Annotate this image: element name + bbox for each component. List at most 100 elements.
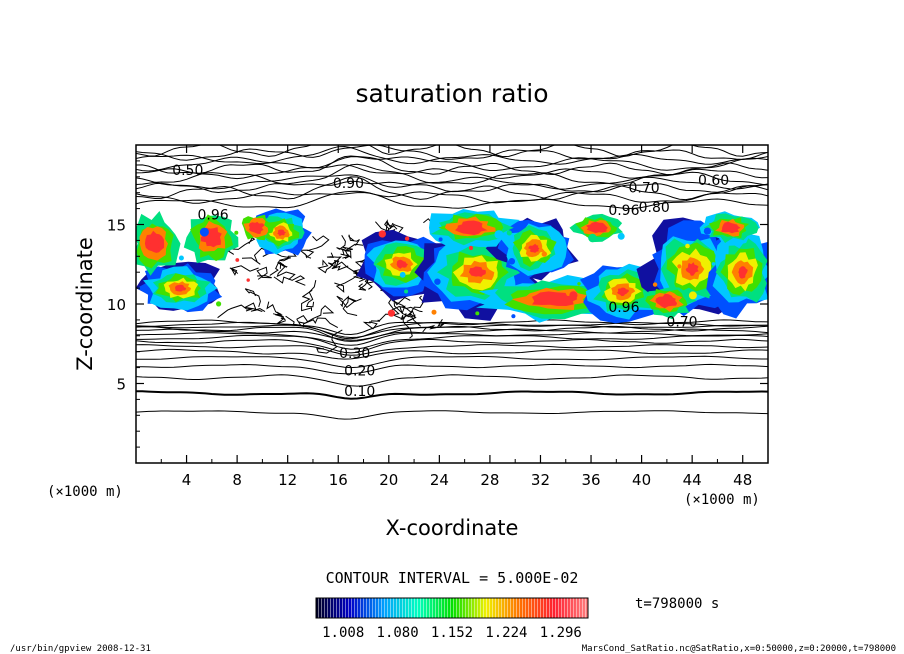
contour-line (243, 302, 266, 313)
contour-line (422, 318, 445, 333)
saturation-speck (703, 227, 712, 235)
saturation-speck (434, 278, 441, 285)
contour-line (136, 363, 768, 375)
contour-line (316, 329, 343, 354)
footer-right: MarsCond_SatRatio.nc@SatRatio,x=0:50000,… (582, 644, 896, 654)
contour-line (136, 374, 768, 387)
y-tick-label: 15 (107, 217, 126, 235)
x-tick-label: 44 (683, 471, 702, 489)
x-tick-label: 36 (581, 471, 600, 489)
saturation-patch (462, 224, 479, 232)
x-tick-label: 16 (329, 471, 348, 489)
x-tick-label: 32 (531, 471, 550, 489)
x-tick-label: 20 (379, 471, 398, 489)
contour-line (136, 156, 768, 172)
saturation-speck (508, 258, 516, 265)
contour-lines (136, 145, 768, 420)
saturation-speck (588, 233, 597, 243)
contour-line (136, 332, 768, 346)
contour-line (136, 338, 768, 354)
x-axis: 4 8 12 16 20 24 28 32 36 40 44 48 (160, 145, 752, 489)
saturation-speck (569, 291, 578, 300)
contour-line (317, 259, 336, 274)
contour-line (136, 155, 768, 176)
contour-line (299, 249, 315, 259)
contour-line (229, 265, 259, 276)
x-tick-label: 12 (278, 471, 297, 489)
contour-line (336, 235, 364, 252)
contour-line (244, 288, 261, 308)
saturation-patch (540, 295, 564, 304)
contour-line (136, 174, 768, 190)
saturation-speck (438, 237, 443, 242)
saturation-patch (396, 259, 408, 269)
x-tick-label: 40 (632, 471, 651, 489)
contour-line (273, 275, 306, 286)
contour-interval: CONTOUR INTERVAL = 5.000E-02 (326, 569, 579, 587)
saturation-speck (178, 255, 184, 261)
contour-label: 0.30 (339, 346, 370, 362)
saturation-speck (506, 238, 510, 243)
saturation-speck (475, 311, 480, 316)
contour-line (305, 279, 317, 308)
contour-label: 0.96 (608, 300, 639, 316)
contour-labels: 0.10 0.20 0.30 0.50 0.60 0.70 0.70 0.80 0.90 0.96… (172, 163, 729, 400)
colorbar-tick-label: 1.296 (540, 625, 582, 641)
time-label: t=798000 s (635, 596, 719, 612)
saturation-speck (235, 258, 240, 262)
contour-line (352, 269, 364, 280)
saturation-speck (617, 232, 625, 240)
contour-line (307, 235, 330, 252)
contour-label: 0.80 (639, 200, 670, 216)
y-axis-label: Z-coordinate (73, 237, 97, 371)
colorbar-tick-label: 1.008 (322, 625, 364, 641)
colorbar-frame (315, 597, 589, 619)
contour-line (301, 289, 313, 312)
saturation-speck (199, 227, 209, 237)
saturation-speck (677, 264, 682, 269)
contour-line (136, 145, 768, 165)
contour-line (256, 266, 272, 280)
contour-label: 0.70 (666, 314, 697, 330)
saturation-patch (593, 225, 603, 230)
x-axis-label: X-coordinate (386, 516, 519, 540)
saturation-speck (494, 230, 504, 239)
saturation-speck (431, 309, 437, 315)
chart-title: saturation ratio (355, 79, 548, 108)
contour-line (136, 390, 768, 400)
colorbar-tick-label: 1.080 (377, 625, 419, 641)
saturation-speck (511, 314, 516, 319)
x-tick-label: 4 (182, 471, 192, 489)
x-unit-right: (×1000 m) (684, 492, 760, 508)
saturation-patch (468, 266, 486, 277)
saturation-shading (136, 208, 768, 324)
saturation-patch (738, 266, 748, 279)
contour-label: 0.90 (333, 176, 364, 192)
saturation-patch (725, 224, 736, 230)
saturation-speck (399, 271, 406, 278)
saturation-patch (685, 262, 699, 276)
y-tick-label: 10 (107, 296, 126, 314)
x-tick-label: 28 (480, 471, 499, 489)
colorbar-tick-label: 1.224 (485, 625, 527, 641)
contour-line (340, 296, 362, 309)
saturation-patch (662, 297, 673, 305)
y-tick-label: 5 (116, 376, 126, 394)
contour-line (336, 295, 358, 316)
contour-line (386, 220, 404, 233)
saturation-speck (234, 230, 239, 235)
contour-line (136, 328, 768, 341)
saturation-speck (685, 243, 690, 249)
contour-line (136, 324, 768, 339)
contour-line (136, 145, 768, 158)
contour-line (136, 319, 768, 336)
x-unit-left: (×1000 m) (47, 484, 123, 500)
contour-line (276, 262, 296, 280)
saturation-speck (251, 222, 257, 228)
colorbar-ticks: 1.008 1.080 1.152 1.224 1.296 (322, 625, 582, 641)
saturation-patch (528, 243, 540, 253)
contour-label: 0.10 (344, 384, 375, 400)
contour-label: 0.50 (172, 163, 203, 179)
contour-line (136, 410, 768, 420)
contour-line (136, 145, 768, 161)
